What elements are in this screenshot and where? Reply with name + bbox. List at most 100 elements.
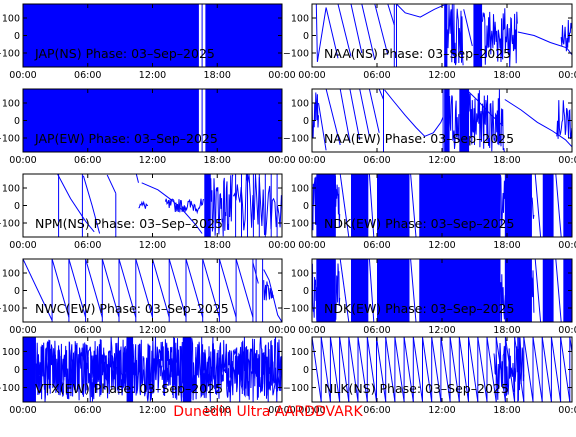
dense-phase-block — [444, 4, 448, 67]
x-tick-label: 18:00 — [204, 240, 231, 251]
x-tick-label: 06:00 — [363, 405, 390, 416]
noisy-phase-line — [210, 174, 234, 237]
footer-caption: Dunedin Ultra AARDDVARK — [0, 404, 576, 420]
dense-phase-block — [419, 174, 501, 237]
noisy-phase-line — [556, 100, 572, 140]
phase-series-line — [263, 269, 282, 322]
y-tick-label: −100 — [0, 49, 20, 60]
noisy-phase-line — [468, 89, 505, 152]
phase-wrap-segment — [135, 259, 153, 318]
phase-series-line — [387, 4, 395, 26]
phase-series-line — [337, 4, 352, 57]
plot-area — [57, 174, 282, 237]
x-tick-label: 00:00 — [558, 325, 576, 336]
x-tick-label: 18:00 — [493, 240, 520, 251]
phase-wrap-segment — [486, 337, 497, 402]
phase-series-line — [339, 259, 350, 322]
x-tick-label: 12:00 — [428, 155, 455, 166]
phase-wrap-segment — [458, 337, 469, 402]
x-tick-label: 12:00 — [428, 70, 455, 81]
y-tick-label: 0 — [303, 365, 309, 376]
y-tick-label: 0 — [303, 116, 309, 127]
phase-wrap-segment — [366, 337, 377, 402]
noisy-phase-line — [138, 200, 149, 209]
dense-phase-block — [444, 89, 450, 152]
panel-title: NDK(EW) Phase: 03–Sep–2025 — [324, 216, 514, 231]
noisy-phase-line — [560, 19, 572, 52]
dense-phase-block — [563, 259, 572, 322]
phase-series-line — [555, 259, 562, 322]
y-tick-label: 100 — [2, 99, 20, 110]
phase-wrap-segment — [68, 259, 87, 318]
plot-area — [23, 337, 282, 402]
x-tick-label: 00:00 — [298, 155, 325, 166]
x-tick-label: 18:00 — [204, 405, 231, 416]
x-tick-label: 00:00 — [268, 70, 295, 81]
x-tick-label: 00:00 — [9, 70, 36, 81]
y-tick-label: 100 — [2, 347, 20, 358]
phase-series-line — [325, 7, 339, 59]
dense-phase-block — [23, 4, 199, 67]
y-tick-label: 0 — [303, 286, 309, 297]
phase-wrap-segment — [101, 259, 120, 318]
y-tick-label: −100 — [283, 49, 309, 60]
dense-phase-block — [563, 174, 572, 237]
phase-series-line — [135, 174, 139, 183]
x-tick-label: 00:00 — [298, 70, 325, 81]
y-tick-label: 100 — [2, 269, 20, 280]
x-tick-label: 18:00 — [204, 70, 231, 81]
phase-wrap-segment — [431, 337, 442, 402]
dense-phase-block — [351, 259, 369, 322]
phase-series-line — [349, 89, 361, 140]
x-tick-label: 06:00 — [74, 155, 101, 166]
phase-panel-3: 100 0 −100 00:00 06:00 12:00 18:00 00:00 JAP(EW)… — [0, 88, 296, 166]
phase-panel-2: 100 0 −100 00:00 06:00 12:00 18:00 00:00 NAA(NS)… — [283, 3, 576, 81]
dense-phase-block — [126, 337, 134, 402]
phase-wrap-segment — [468, 337, 479, 402]
panel-title: NAA(EW) Phase: 03–Sep–2025 — [324, 131, 514, 146]
y-tick-label: −100 — [0, 304, 20, 315]
panel-title: VTX(EW) Phase: 03–Sep–2025 — [35, 381, 223, 396]
phase-series-line — [339, 174, 350, 237]
plot-area — [23, 4, 282, 67]
phase-wrap-segment — [235, 259, 254, 318]
plot-area — [312, 174, 572, 237]
phase-wrap-segment — [51, 259, 70, 318]
x-tick-label: 00:00 — [9, 240, 36, 251]
noisy-phase-line — [263, 280, 274, 301]
noisy-phase-line — [446, 4, 464, 66]
x-tick-label: 00:00 — [558, 405, 576, 416]
x-tick-label: 18:00 — [204, 325, 231, 336]
phase-panel-7: 100 0 −100 00:00 06:00 12:00 18:00 00:00 NWC(EW)… — [0, 258, 296, 336]
phase-series-line — [315, 4, 318, 62]
phase-series-line — [350, 4, 363, 54]
phase-series-line — [325, 89, 341, 146]
y-tick-label: 0 — [303, 31, 309, 42]
phase-series-line — [465, 89, 504, 127]
phase-wrap-segment — [550, 337, 562, 402]
phase-wrap-segment — [440, 337, 451, 402]
y-tick-label: 0 — [14, 31, 20, 42]
phase-panel-4: 100 0 −100 00:00 06:00 12:00 18:00 00:00 NAA(EW)… — [283, 88, 576, 166]
dense-phase-block — [542, 259, 554, 322]
panel-title: NAA(NS) Phase: 03–Sep–2025 — [324, 46, 511, 61]
x-tick-label: 12:00 — [139, 405, 166, 416]
x-tick-label: 00:00 — [9, 325, 36, 336]
phase-wrap-segment — [385, 337, 396, 402]
phase-wrap-segment — [312, 337, 322, 402]
x-tick-label: 06:00 — [363, 325, 390, 336]
phase-series-line — [368, 259, 375, 322]
phase-wrap-segment — [339, 337, 350, 402]
x-tick-label: 06:00 — [363, 240, 390, 251]
phase-wrap-segment — [449, 337, 460, 402]
phase-series-line — [57, 174, 95, 233]
phase-wrap-segment — [394, 337, 405, 402]
x-tick-label: 00:00 — [268, 405, 295, 416]
phase-series-line — [368, 89, 380, 133]
phase-wrap-segment — [477, 337, 488, 402]
phase-series-line — [534, 259, 542, 322]
x-tick-label: 00:00 — [9, 405, 36, 416]
dense-phase-block — [205, 89, 282, 152]
